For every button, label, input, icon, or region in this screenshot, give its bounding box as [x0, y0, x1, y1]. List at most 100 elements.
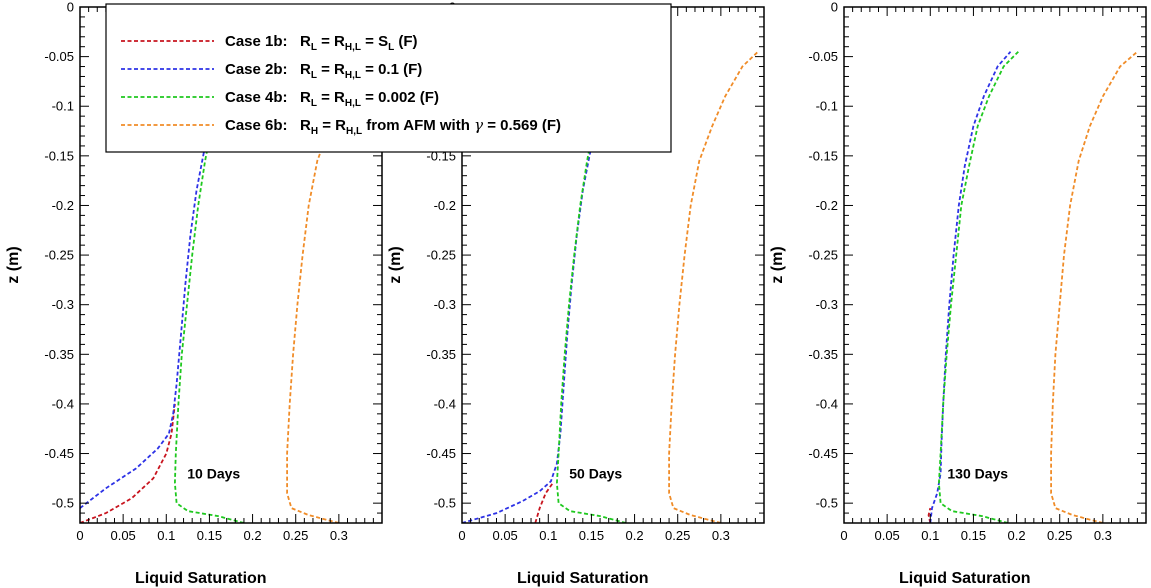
legend-case-label: Case 2b: [225, 61, 288, 78]
legend-formula-part: R [300, 89, 311, 106]
y-tick-label: -0.25 [44, 248, 74, 263]
series-line [929, 51, 1012, 523]
x-axis-title: Liquid Saturation [135, 570, 267, 587]
y-tick-label: -0.2 [816, 198, 838, 213]
x-tick-label: 0.1 [921, 528, 939, 543]
y-tick-label: 0 [831, 0, 838, 15]
x-tick-label: 0.3 [1094, 528, 1112, 543]
x-tick-label: 0.1 [157, 528, 175, 543]
legend-formula-part: H,L [346, 126, 362, 137]
legend-formula: RH = RH,L from AFM with γ = 0.569 (F) [300, 116, 561, 137]
legend-formula-part: = 0.1 (F) [361, 61, 422, 78]
series-line [1050, 51, 1138, 523]
x-tick-label: 0.05 [110, 528, 135, 543]
y-tick-label: -0.5 [434, 496, 456, 511]
series-line [534, 482, 554, 523]
legend-formula-part: H,L [345, 42, 361, 53]
legend-formula-part: = 0.002 (F) [361, 89, 439, 106]
legend-formula-part: = S [361, 33, 388, 50]
legend-case-label: Case 6b: [225, 117, 288, 134]
y-tick-label: -0.15 [44, 148, 74, 163]
legend-formula-part: L [311, 42, 317, 53]
legend-formula-part: = 0.569 (F) [483, 117, 561, 134]
legend-formula-part: H,L [345, 70, 361, 81]
legend-formula-part: R [300, 61, 311, 78]
legend-formula-part: from AFM with [362, 117, 474, 134]
legend: Case 1b: RL = RH,L = SL (F)Case 2b: RL = R… [105, 3, 672, 153]
x-tick-label: 0.15 [579, 528, 604, 543]
y-tick-label: -0.1 [52, 99, 74, 114]
y-tick-label: -0.4 [52, 396, 74, 411]
days-annotation: 130 Days [947, 465, 1008, 481]
x-axis-title: Liquid Saturation [899, 570, 1031, 587]
legend-formula-part: = R [317, 61, 345, 78]
legend-box [105, 3, 672, 153]
x-tick-label: 0 [840, 528, 847, 543]
legend-case-label: Case 4b: [225, 89, 288, 106]
legend-formula-part: = R [317, 33, 345, 50]
y-tick-label: -0.3 [52, 297, 74, 312]
y-axis-title: z (m) [5, 246, 22, 283]
legend-formula: RL = RH,L = 0.1 (F) [300, 61, 422, 81]
legend-formula-part: L [388, 42, 394, 53]
y-tick-label: -0.45 [426, 446, 456, 461]
y-tick-label: -0.2 [52, 198, 74, 213]
legend-formula-part: = R [318, 117, 346, 134]
x-tick-label: 0.3 [712, 528, 730, 543]
y-tick-label: -0.45 [808, 446, 838, 461]
x-tick-label: 0.15 [961, 528, 986, 543]
y-tick-label: -0.5 [52, 496, 74, 511]
series-line [80, 403, 176, 523]
y-tick-label: -0.05 [808, 49, 838, 64]
x-tick-label: 0.2 [244, 528, 262, 543]
y-tick-label: -0.1 [816, 99, 838, 114]
legend-formula-part: H,L [345, 98, 361, 109]
x-tick-label: 0.2 [1008, 528, 1026, 543]
y-tick-label: -0.5 [816, 496, 838, 511]
legend-formula-part: γ [474, 116, 483, 134]
legend-case-label: Case 1b: [225, 33, 288, 50]
series-line [462, 51, 614, 523]
y-axis-title: z (m) [769, 246, 786, 283]
series-line [668, 51, 759, 523]
y-tick-label: -0.45 [44, 446, 74, 461]
y-tick-label: -0.3 [816, 297, 838, 312]
y-tick-label: -0.25 [426, 248, 456, 263]
x-tick-label: 0 [458, 528, 465, 543]
legend-formula-part: L [311, 98, 317, 109]
days-annotation: 50 Days [569, 465, 622, 481]
legend-formula-part: H [311, 126, 318, 137]
x-tick-label: 0.25 [665, 528, 690, 543]
plot-panel: 00.050.10.150.20.250.30-0.05-0.1-0.15-0.… [387, 0, 765, 587]
legend-formula-part: = R [317, 89, 345, 106]
series-line [80, 51, 228, 509]
x-tick-label: 0.25 [1047, 528, 1072, 543]
x-tick-label: 0.15 [197, 528, 222, 543]
y-tick-label: -0.35 [808, 347, 838, 362]
y-tick-label: -0.4 [816, 396, 838, 411]
legend-formula-part: (F) [394, 33, 417, 50]
y-tick-label: -0.4 [434, 396, 456, 411]
plots-group: 0 0.05 0.1 0.15 0.2 0.25 0.3 0 -0.05 -0.1 -0.15 -0.… [5, 0, 1147, 587]
y-tick-label: -0.2 [434, 198, 456, 213]
y-tick-label: -0.3 [434, 297, 456, 312]
x-tick-label: 0.25 [283, 528, 308, 543]
y-tick-label: -0.05 [44, 49, 74, 64]
x-axis-title: Liquid Saturation [517, 570, 649, 587]
legend-formula: RL = RH,L = 0.002 (F) [300, 89, 439, 109]
x-tick-label: 0.3 [330, 528, 348, 543]
x-tick-label: 0.05 [874, 528, 899, 543]
x-tick-label: 0.2 [626, 528, 644, 543]
y-axis-title: z (m) [387, 246, 404, 283]
legend-formula-part: R [300, 33, 311, 50]
plot-panel: 0 0.05 0.1 0.15 0.2 0.25 0.3 0 -0.05 -0.1 -0.15 -0.… [769, 0, 1147, 587]
x-tick-label: 0.1 [539, 528, 557, 543]
legend-formula-part: L [311, 70, 317, 81]
y-tick-label: 0 [67, 0, 74, 15]
legend-formula: RL = RH,L = SL (F) [300, 33, 418, 53]
y-tick-label: -0.35 [426, 347, 456, 362]
legend-formula-part: R [300, 117, 311, 134]
x-tick-label: 0.05 [492, 528, 517, 543]
y-tick-label: -0.15 [808, 148, 838, 163]
